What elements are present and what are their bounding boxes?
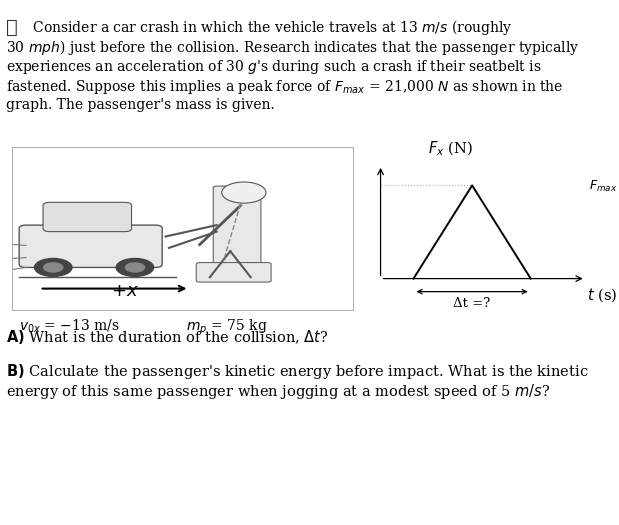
Circle shape [126, 263, 144, 272]
FancyBboxPatch shape [196, 262, 271, 282]
Text: ⬛: ⬛ [6, 18, 18, 37]
Circle shape [116, 258, 154, 276]
FancyBboxPatch shape [43, 202, 132, 232]
Text: $F_x$ (N): $F_x$ (N) [428, 139, 472, 158]
Text: $m_p$ = 75 kg: $m_p$ = 75 kg [186, 318, 267, 337]
FancyBboxPatch shape [213, 186, 261, 279]
Text: $\bf{A)}$ What is the duration of the collision, $\Delta t$?: $\bf{A)}$ What is the duration of the co… [6, 328, 329, 346]
Text: $v_{0x}$ = $-$13 m/s: $v_{0x}$ = $-$13 m/s [19, 318, 119, 335]
FancyBboxPatch shape [19, 225, 162, 267]
Text: Δt =?: Δt =? [454, 297, 491, 310]
Text: energy of this same passenger when jogging at a modest speed of 5 $\it{m/s}$?: energy of this same passenger when joggi… [6, 382, 550, 401]
Circle shape [44, 263, 63, 272]
Text: fastened. Suppose this implies a peak force of $\it{F}$$_{max}$ = 21,000 $\it{N}: fastened. Suppose this implies a peak fo… [6, 78, 564, 96]
Text: $F_{max}$ = 21,000 N: $F_{max}$ = 21,000 N [589, 177, 619, 193]
Text: 30 $\it{mph}$) just before the collision. Research indicates that the passenger : 30 $\it{mph}$) just before the collision… [6, 38, 580, 57]
Text: graph. The passenger's mass is given.: graph. The passenger's mass is given. [6, 98, 275, 112]
Text: $t$ (s): $t$ (s) [587, 286, 618, 304]
Circle shape [35, 258, 72, 276]
Circle shape [222, 182, 266, 203]
Text: $\bf{B)}$ Calculate the passenger's kinetic energy before impact. What is the ki: $\bf{B)}$ Calculate the passenger's kine… [6, 362, 589, 381]
Text: experiences an acceleration of 30 $\it{g}$'s during such a crash if their seatbe: experiences an acceleration of 30 $\it{g… [6, 58, 542, 76]
Text: $+x$: $+x$ [111, 282, 139, 300]
Text: Consider a car crash in which the vehicle travels at 13 $\it{m/s}$ (roughly: Consider a car crash in which the vehicl… [6, 18, 513, 37]
